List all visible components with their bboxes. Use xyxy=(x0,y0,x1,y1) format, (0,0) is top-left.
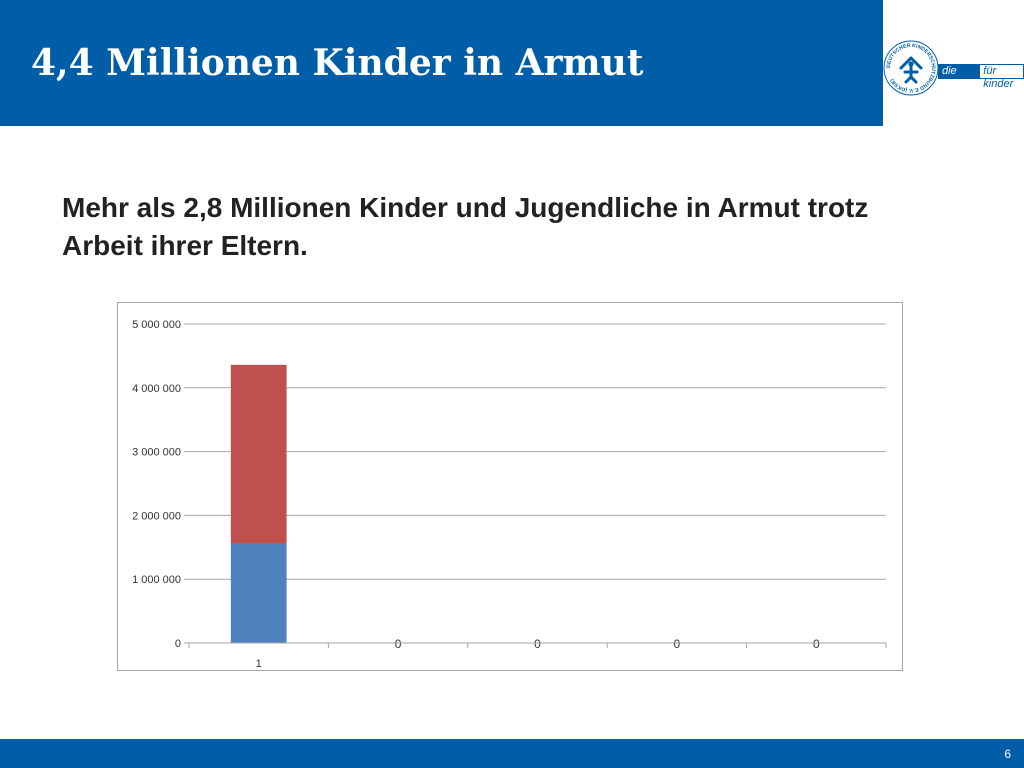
slide-title: 4,4 Millionen Kinder in Armut xyxy=(31,42,644,84)
y-tick-label: 0 xyxy=(175,638,181,650)
slide-subtitle: Mehr als 2,8 Millionen Kinder und Jugend… xyxy=(62,192,869,261)
page-number: 6 xyxy=(1004,747,1011,761)
footer-bar: 6 xyxy=(0,739,1024,768)
y-tick-label: 4 000 000 xyxy=(132,383,181,395)
y-tick-label: 1 000 000 xyxy=(132,574,181,586)
bar-series-2 xyxy=(230,364,287,544)
header-bar: 4,4 Millionen Kinder in Armut xyxy=(0,0,883,126)
kinderschutzbund-seal-icon: DEUTSCHER KINDERSCHUTZBUND E.V. (DKSB) xyxy=(883,40,939,96)
logo-tagline-part2: für kinder xyxy=(980,65,1023,90)
y-tick-label: 5 000 000 xyxy=(132,319,181,331)
logo-tagline-part1: die lobby xyxy=(939,65,981,90)
chart-area: 0 1 000 000 2 000 000 3 000 000 4 000 000 5 0… xyxy=(117,302,903,671)
x-tick-label: 1 xyxy=(256,658,262,670)
data-label: 0 xyxy=(534,637,541,651)
data-label: 0 xyxy=(395,637,402,651)
logo-tagline: die lobby für kinder xyxy=(938,64,1024,90)
data-label: 0 xyxy=(674,637,681,651)
bar-series-1 xyxy=(230,543,287,643)
logo-area: DEUTSCHER KINDERSCHUTZBUND E.V. (DKSB) d… xyxy=(883,0,1024,126)
y-tick-label: 3 000 000 xyxy=(132,447,181,459)
data-label: 0 xyxy=(813,637,820,651)
bar-chart: 0 1 000 000 2 000 000 3 000 000 4 000 000 5 0… xyxy=(132,319,887,670)
y-tick-label: 2 000 000 xyxy=(132,510,181,522)
